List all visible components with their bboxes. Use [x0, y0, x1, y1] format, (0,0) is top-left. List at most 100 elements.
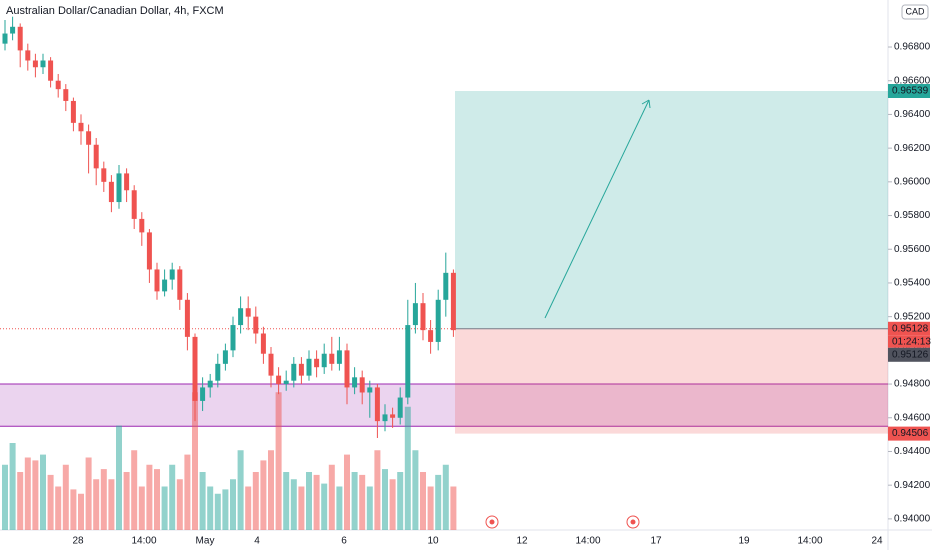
candle-body [390, 414, 396, 418]
volume-bar [222, 489, 229, 530]
chart-title: Australian Dollar/Canadian Dollar, 4h, F… [6, 5, 224, 17]
candle-body [32, 60, 38, 68]
volume-bar [366, 486, 373, 530]
candle-body [412, 303, 418, 326]
candle-body [268, 353, 274, 376]
y-tick-label: 0.94400 [894, 446, 931, 457]
volume-bar [351, 472, 358, 530]
volume-bar [275, 392, 282, 530]
volume-bar [176, 479, 183, 530]
currency-box[interactable] [901, 4, 929, 20]
arrow [544, 99, 650, 319]
target-label-box [888, 84, 930, 99]
bid-label-box [888, 347, 930, 362]
candle-body [253, 316, 259, 334]
candle-body [314, 358, 320, 368]
profit-zone [455, 91, 888, 329]
volume-bar [32, 460, 39, 530]
y-tick-label: 0.96000 [894, 176, 931, 187]
candle-body [321, 353, 327, 368]
candle-body [405, 325, 411, 398]
y-tick-label: 0.94200 [894, 480, 931, 491]
x-tick-label: 10 [427, 536, 439, 547]
candle-body [428, 330, 434, 342]
volume-bar [252, 472, 259, 530]
volume-bar [116, 425, 122, 530]
candle-body [230, 325, 236, 351]
y-tick-label: 0.96400 [894, 109, 931, 120]
volume-bar [397, 472, 404, 530]
candle-body [397, 397, 403, 418]
y-tick-label: 0.94600 [894, 412, 931, 423]
volume-bar [100, 469, 107, 530]
candle-body [260, 333, 266, 354]
candle-body [169, 269, 175, 280]
candle-body [17, 26, 23, 51]
y-tick-label: 0.96800 [894, 42, 931, 53]
volume-bar [290, 479, 297, 530]
candle-body [200, 387, 206, 401]
candle-body [154, 269, 160, 292]
stop-label-box [888, 426, 930, 441]
volume-bar [389, 479, 396, 530]
candle-body [374, 387, 380, 422]
candle-body [48, 60, 54, 81]
candle-body [101, 168, 107, 182]
candle-body [238, 308, 244, 326]
volume-bar [85, 457, 92, 530]
y-tick-label: 0.94000 [894, 514, 931, 525]
candle-body [245, 308, 251, 317]
volume-bar [313, 474, 320, 530]
candle-body [276, 375, 282, 385]
volume-bar [108, 479, 115, 530]
volume-bar [374, 450, 381, 530]
volume-bar [435, 474, 442, 530]
volume-bar [268, 450, 274, 530]
volume-bar [450, 486, 457, 530]
candle-body [131, 190, 137, 219]
candle-body [420, 303, 426, 331]
target-label: 0.96539 [892, 86, 929, 97]
candle-body [283, 380, 289, 385]
x-tick-label: 12 [516, 536, 528, 547]
x-tick-label: 14:00 [131, 536, 156, 547]
volume-bar [427, 486, 434, 530]
volume-bar [62, 464, 69, 530]
candle-body [184, 299, 190, 337]
volume-bar [146, 464, 153, 530]
volume-bar [420, 472, 426, 530]
candle-body [298, 363, 304, 376]
volume-bar [70, 489, 77, 530]
candle-body [177, 269, 183, 300]
candle-body [108, 181, 114, 203]
y-tick-label: 0.94800 [894, 379, 931, 390]
volume-bar [24, 457, 31, 530]
candle-body [359, 377, 365, 393]
currency-label[interactable]: CAD [905, 6, 925, 16]
volume-bar [336, 486, 343, 530]
candle-body [443, 272, 449, 300]
candle-body [435, 299, 441, 342]
volume-bar [123, 472, 130, 530]
volume-bar [169, 464, 176, 530]
x-tick-label: 14:00 [575, 536, 600, 547]
candle-body [86, 131, 92, 145]
x-tick-label: 14:00 [797, 536, 822, 547]
countdown-box [888, 335, 930, 348]
candle-body [93, 144, 99, 169]
volume-bar [260, 460, 267, 530]
candle-body [367, 387, 373, 393]
candle-body [207, 380, 213, 388]
y-tick-label: 0.95200 [894, 311, 931, 322]
event-icon-dot [489, 519, 495, 525]
volume-bar [245, 486, 252, 530]
volume-bar [17, 472, 24, 530]
volume-bar [184, 454, 191, 530]
volume-bar [2, 464, 8, 530]
x-tick-label: 17 [650, 536, 662, 547]
volume-bar [237, 450, 244, 530]
candle-body [352, 377, 358, 388]
volume-bar [47, 474, 54, 530]
candle-body [146, 232, 152, 270]
